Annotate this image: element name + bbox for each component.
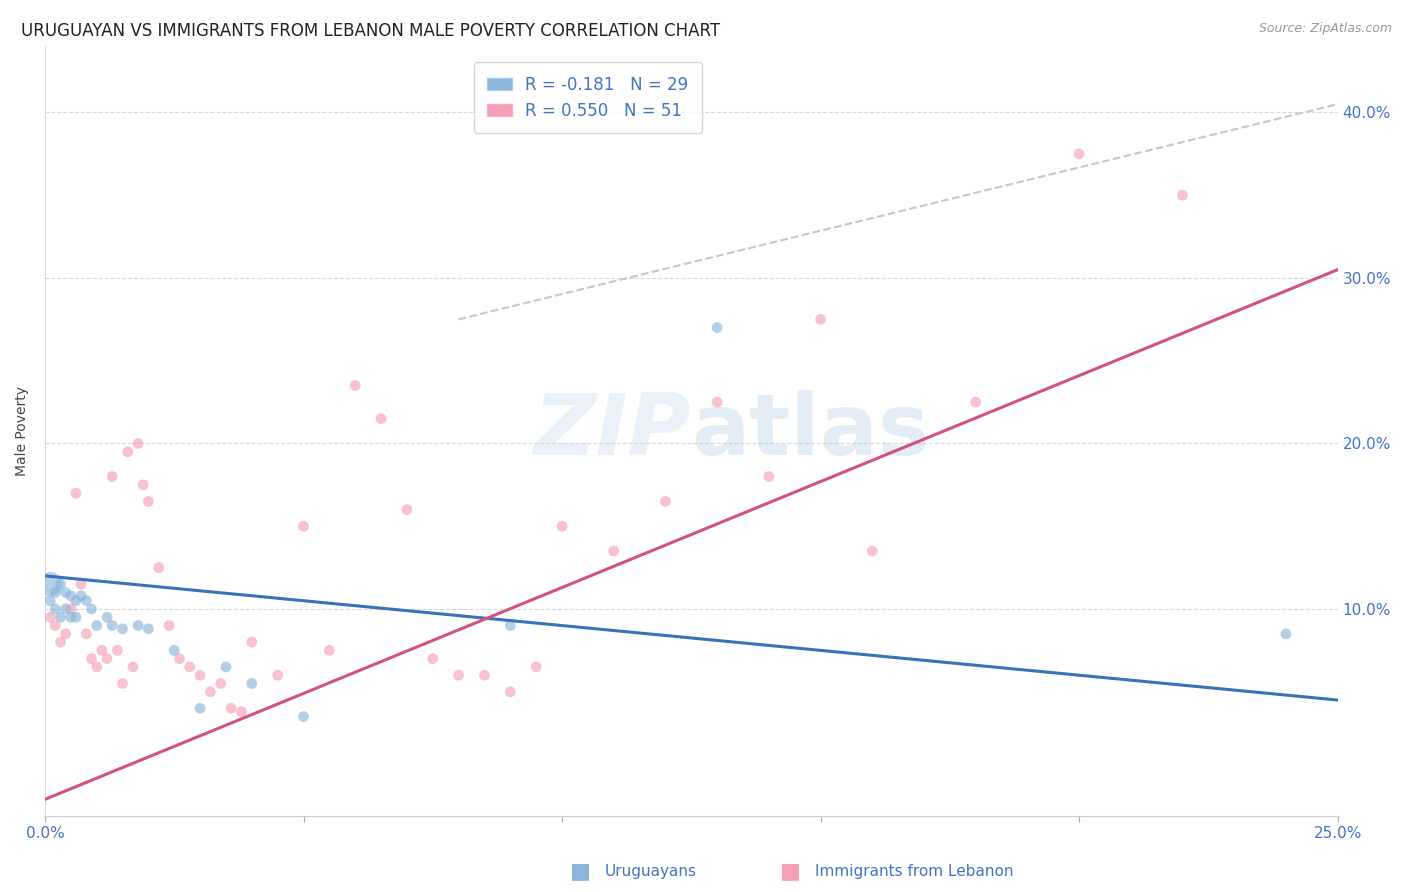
Text: Uruguayans: Uruguayans <box>605 864 696 879</box>
Point <box>111 622 134 636</box>
Point <box>169 651 191 665</box>
Point <box>44 585 66 599</box>
Text: atlas: atlas <box>692 390 929 473</box>
Point <box>65 593 87 607</box>
Point <box>44 618 66 632</box>
Point <box>138 622 160 636</box>
Point <box>395 502 418 516</box>
Point <box>49 635 72 649</box>
Text: ■: ■ <box>569 862 591 881</box>
Point <box>524 660 547 674</box>
Point <box>240 635 263 649</box>
Point <box>188 701 211 715</box>
Point <box>231 705 253 719</box>
Point <box>179 660 201 674</box>
Point <box>603 544 626 558</box>
Point <box>49 577 72 591</box>
Point <box>292 709 315 723</box>
Point <box>860 544 883 558</box>
Point <box>188 668 211 682</box>
Point <box>59 589 82 603</box>
Text: ■: ■ <box>780 862 801 881</box>
Point <box>292 519 315 533</box>
Text: Source: ZipAtlas.com: Source: ZipAtlas.com <box>1258 22 1392 36</box>
Point <box>90 643 112 657</box>
Point <box>422 651 444 665</box>
Point <box>96 651 118 665</box>
Text: URUGUAYAN VS IMMIGRANTS FROM LEBANON MALE POVERTY CORRELATION CHART: URUGUAYAN VS IMMIGRANTS FROM LEBANON MAL… <box>21 22 720 40</box>
Point <box>240 676 263 690</box>
Point <box>344 378 367 392</box>
Point <box>59 602 82 616</box>
Legend: R = -0.181   N = 29, R = 0.550   N = 51: R = -0.181 N = 29, R = 0.550 N = 51 <box>474 62 702 133</box>
Point <box>55 602 77 616</box>
Point <box>370 411 392 425</box>
Point <box>101 469 124 483</box>
Y-axis label: Male Poverty: Male Poverty <box>15 386 30 476</box>
Point <box>75 593 97 607</box>
Point <box>1069 146 1091 161</box>
Point <box>80 651 103 665</box>
Point <box>75 627 97 641</box>
Text: Immigrants from Lebanon: Immigrants from Lebanon <box>815 864 1014 879</box>
Point <box>127 618 149 632</box>
Point <box>1171 188 1194 202</box>
Point <box>111 676 134 690</box>
Point <box>318 643 340 657</box>
Point <box>39 593 62 607</box>
Point <box>1275 627 1298 641</box>
Point <box>59 610 82 624</box>
Point <box>65 486 87 500</box>
Point <box>810 312 832 326</box>
Point <box>209 676 232 690</box>
Point <box>266 668 288 682</box>
Point <box>105 643 128 657</box>
Point <box>200 685 222 699</box>
Point <box>65 610 87 624</box>
Point <box>80 602 103 616</box>
Text: ZIP: ZIP <box>534 390 692 473</box>
Point <box>127 436 149 450</box>
Point <box>706 320 728 334</box>
Point <box>551 519 574 533</box>
Point <box>474 668 496 682</box>
Point <box>55 627 77 641</box>
Point <box>117 444 139 458</box>
Point <box>39 610 62 624</box>
Point <box>215 660 238 674</box>
Point <box>138 494 160 508</box>
Point <box>86 618 108 632</box>
Point <box>96 610 118 624</box>
Point <box>44 602 66 616</box>
Point <box>163 643 186 657</box>
Point <box>219 701 242 715</box>
Point <box>447 668 470 682</box>
Point <box>101 618 124 632</box>
Point <box>706 395 728 409</box>
Point <box>49 610 72 624</box>
Point <box>148 560 170 574</box>
Point <box>39 577 62 591</box>
Point <box>965 395 987 409</box>
Point <box>55 585 77 599</box>
Point <box>70 589 93 603</box>
Point <box>654 494 676 508</box>
Point <box>157 618 180 632</box>
Point <box>499 685 522 699</box>
Point <box>758 469 780 483</box>
Point <box>86 660 108 674</box>
Point <box>499 618 522 632</box>
Point <box>70 577 93 591</box>
Point <box>122 660 145 674</box>
Point <box>132 478 155 492</box>
